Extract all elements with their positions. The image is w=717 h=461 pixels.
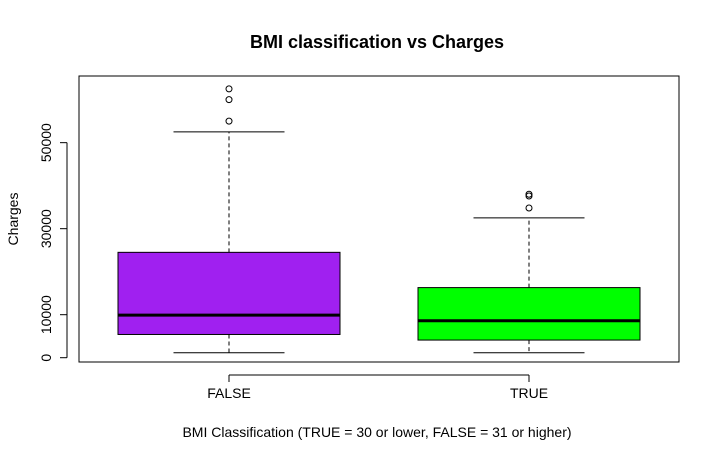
outlier-point bbox=[225, 85, 233, 93]
outlier-point bbox=[225, 96, 233, 104]
outlier-point bbox=[225, 117, 233, 125]
iqr-box bbox=[417, 287, 641, 341]
y-tick-label: 30000 bbox=[38, 209, 54, 248]
box-true bbox=[417, 190, 641, 354]
box-false bbox=[117, 85, 341, 354]
x-axis: FALSE TRUE bbox=[207, 374, 548, 401]
y-tick-label: 50000 bbox=[38, 123, 54, 162]
y-tick-label: 0 bbox=[38, 354, 54, 362]
x-tick-label: TRUE bbox=[510, 385, 548, 401]
y-tick-label: 10000 bbox=[38, 295, 54, 334]
boxes bbox=[117, 85, 641, 354]
y-axis: 0 10000 30000 50000 bbox=[38, 123, 68, 362]
outlier-point bbox=[525, 190, 533, 198]
plot-frame bbox=[78, 75, 680, 363]
y-axis-label: Charges bbox=[5, 193, 21, 246]
x-axis-label: BMI Classification (TRUE = 30 or lower, … bbox=[182, 424, 571, 440]
outlier-point bbox=[525, 204, 533, 212]
x-tick-label: FALSE bbox=[207, 385, 251, 401]
iqr-box bbox=[117, 251, 341, 335]
chart-title: BMI classification vs Charges bbox=[250, 32, 504, 52]
